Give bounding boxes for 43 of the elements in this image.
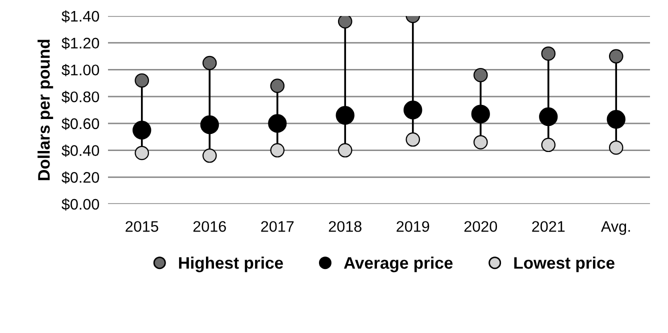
y-tick-label: $0.40 [62,144,100,157]
point [336,106,354,125]
point [134,73,150,88]
point [338,143,352,158]
legend-label: Highest price [179,256,283,272]
legend-label: Lowest price [514,256,614,272]
point [471,104,490,124]
x-tick-label: Avg. [601,221,630,235]
y-tick-label: $0.80 [62,90,100,104]
y-tick-label: $1.20 [62,37,100,50]
point [202,56,217,70]
x-tick-label: 2019 [396,221,430,232]
y-axis-title: Dollars per pound [38,40,54,180]
x-tick-label: 2015 [126,221,158,232]
point [134,146,150,160]
x-tick-label: 2021 [532,221,565,232]
point [132,120,152,140]
y-tick-label: $1.00 [62,64,100,76]
point [270,143,285,158]
point [338,16,352,29]
x-tick-label: 2016 [193,221,226,232]
point [608,49,624,64]
point [202,148,217,163]
x-tick-label: 2020 [464,221,498,232]
y-tick-label: $0.60 [62,118,100,130]
legend-label: Average price [344,256,453,272]
y-tick-label: $0.20 [62,171,100,184]
point [539,107,558,126]
point [270,78,285,93]
point [268,114,287,133]
point [404,100,422,120]
point [473,68,488,82]
point [606,110,626,129]
point [406,132,420,147]
point [541,46,556,61]
point [200,115,219,134]
point [541,138,556,152]
point [608,140,624,155]
x-tick-label: 2018 [328,221,362,232]
y-tick-label: $0.00 [62,198,100,211]
x-tick-label: 2017 [261,221,294,232]
y-tick-label: $1.40 [62,10,100,23]
point [473,135,488,150]
